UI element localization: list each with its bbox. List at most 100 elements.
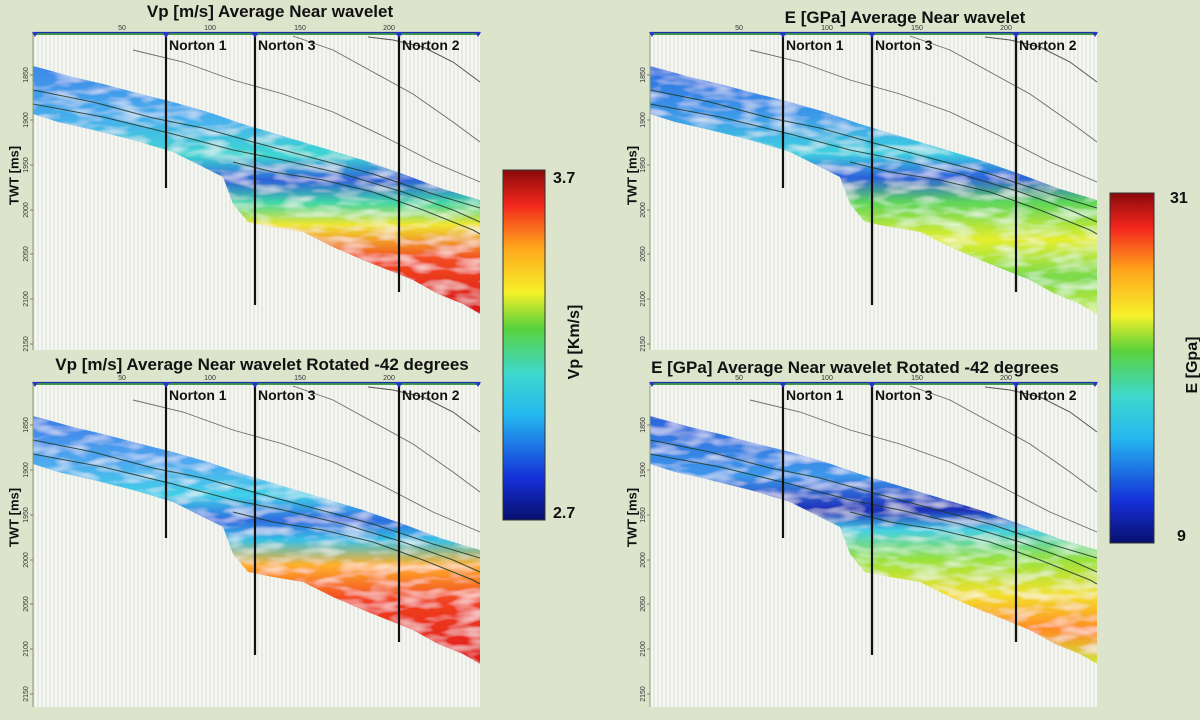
y-tick-label: 1900: [640, 112, 647, 128]
y-tick-label: 2100: [23, 641, 30, 657]
seafloor-line: [367, 386, 481, 433]
well-label: Norton 1: [786, 387, 844, 403]
seismic-panel-4: 1850 1900 1950 2000 2050 2100 2150 50 100 150 200 N…: [640, 375, 1098, 707]
horizon-line: [132, 49, 481, 183]
x-tick-label: 50: [735, 25, 743, 32]
horizon-line: [649, 103, 1098, 223]
y-tick-label: 2000: [640, 552, 647, 568]
well-marker: [868, 32, 876, 38]
x-tick-label: 200: [383, 25, 395, 32]
well-label: Norton 3: [258, 37, 316, 53]
well-marker: [779, 32, 787, 38]
end-marker: [32, 382, 38, 387]
well-label: Norton 3: [258, 387, 316, 403]
horizon-line: [649, 89, 1098, 209]
well-marker: [251, 32, 259, 38]
y-tick-label: 2100: [640, 641, 647, 657]
horizon-line: [32, 453, 481, 573]
y-tick-label: 1900: [640, 462, 647, 478]
end-marker: [1092, 382, 1098, 387]
end-marker: [475, 32, 481, 37]
well-label: Norton 2: [402, 387, 460, 403]
well-label: Norton 1: [786, 37, 844, 53]
x-tick-label: 200: [1000, 375, 1012, 382]
y-tick-label: 2050: [640, 596, 647, 612]
y-tick-label: 2150: [23, 336, 30, 352]
colorbar-e: [1109, 192, 1155, 544]
horizon-line: [649, 453, 1098, 573]
panel-title-e-rotated: E [GPa] Average Near wavelet Rotated -42…: [651, 358, 1059, 377]
seismic-body: [33, 416, 480, 664]
panel-title-vp-rotated: Vp [m/s] Average Near wavelet Rotated -4…: [55, 355, 469, 374]
y-tick-label: 1850: [640, 417, 647, 433]
well-label: Norton 3: [875, 387, 933, 403]
horizon-line: [292, 385, 481, 493]
horizon-line: [292, 35, 481, 143]
y-tick-label: 2100: [23, 291, 30, 307]
y-tick-label: 1850: [23, 67, 30, 83]
colorbar-e-label: E [Gpa]: [1184, 336, 1200, 394]
well-marker: [395, 32, 403, 38]
y-tick-label: 2050: [23, 246, 30, 262]
well-label: Norton 3: [875, 37, 933, 53]
colorbar-e-min: 9: [1177, 528, 1186, 545]
well-label: Norton 2: [1019, 37, 1077, 53]
horizon-line: [849, 161, 1098, 235]
y-tick-label: 1950: [640, 507, 647, 523]
x-tick-label: 100: [204, 25, 216, 32]
horizon-line: [32, 103, 481, 223]
horizon-line: [849, 511, 1098, 585]
x-tick-label: 100: [204, 375, 216, 382]
end-marker: [475, 382, 481, 387]
seafloor-line: [367, 36, 481, 83]
well-marker: [1012, 382, 1020, 388]
well-label: Norton 1: [169, 387, 227, 403]
y-tick-label: 1900: [23, 462, 30, 478]
well-marker: [251, 382, 259, 388]
seismic-panel-3: 1850 1900 1950 2000 2050 2100 2150 50 100 150 200 N…: [23, 375, 481, 707]
well-label: Norton 2: [1019, 387, 1077, 403]
colorbar-vp-label: Vp [Km/s]: [566, 304, 583, 380]
horizon-line: [232, 161, 481, 235]
x-tick-label: 50: [735, 375, 743, 382]
y-tick-label: 2000: [23, 552, 30, 568]
seismic-body: [33, 66, 480, 314]
well-label: Norton 2: [402, 37, 460, 53]
colorbar-vp: [502, 169, 546, 521]
colorbar-vp-max: 3.7: [553, 170, 576, 187]
x-tick-label: 150: [911, 375, 923, 382]
horizon-line: [32, 89, 481, 209]
horizon-line: [32, 439, 481, 559]
x-tick-label: 150: [911, 25, 923, 32]
end-marker: [649, 32, 655, 37]
y-tick-label: 1950: [23, 507, 30, 523]
y-tick-label: 1850: [23, 417, 30, 433]
x-tick-label: 150: [294, 25, 306, 32]
x-tick-label: 50: [118, 375, 126, 382]
horizon-line: [132, 399, 481, 533]
x-tick-label: 200: [1000, 25, 1012, 32]
y-tick-label: 1900: [23, 112, 30, 128]
y-tick-label: 2150: [23, 686, 30, 702]
seismic-panel-2: 1850 1900 1950 2000 2050 2100 2150 50 100 150 200 N…: [640, 25, 1098, 352]
y-tick-label: 2150: [640, 336, 647, 352]
end-marker: [1092, 32, 1098, 37]
well-marker: [162, 382, 170, 388]
x-tick-label: 150: [294, 375, 306, 382]
seismic-panel-1: 1850 1900 1950 2000 2050 2100 2150 50 100 150 200 N…: [23, 25, 481, 352]
horizon-line: [649, 439, 1098, 559]
horizon-line: [909, 35, 1098, 143]
y-tick-label: 1950: [640, 157, 647, 173]
horizon-line: [232, 511, 481, 585]
panel-title-e-near: E [GPa] Average Near wavelet: [784, 8, 1026, 27]
y-tick-label: 2050: [23, 596, 30, 612]
horizon-line: [749, 399, 1098, 533]
x-tick-label: 100: [821, 375, 833, 382]
y-tick-label: 2050: [640, 246, 647, 262]
x-tick-label: 100: [821, 25, 833, 32]
seafloor-line: [984, 386, 1098, 433]
well-marker: [1012, 32, 1020, 38]
y-tick-label: 2100: [640, 291, 647, 307]
y-tick-label: 2150: [640, 686, 647, 702]
